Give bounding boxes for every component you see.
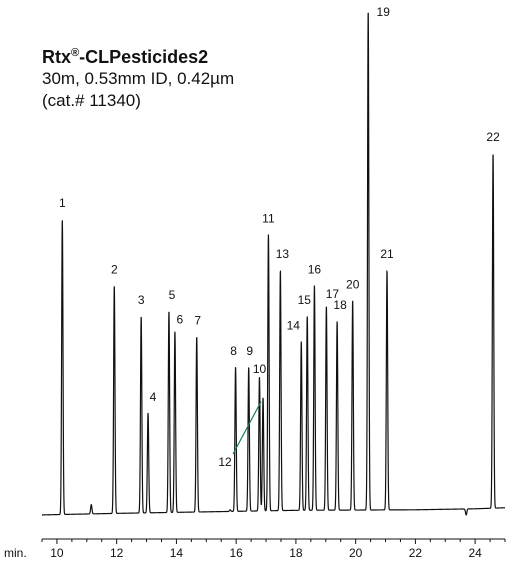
chromatogram-trace: [42, 12, 506, 516]
peak-label-19: 19: [377, 5, 391, 19]
peak-label-21: 21: [380, 247, 394, 261]
peak-12-leader-line: [232, 401, 262, 455]
peak-label-4: 4: [150, 390, 157, 404]
peak-label-7: 7: [194, 313, 201, 327]
column-name: Rtx®-CLPesticides2: [42, 42, 234, 68]
peak-label-6: 6: [177, 312, 184, 326]
x-tick-label: 18: [289, 546, 303, 560]
peak-label-1: 1: [59, 196, 66, 210]
trace-layer: [42, 12, 506, 516]
column-product-name: -CLPesticides2: [79, 47, 209, 67]
x-axis-label: min.: [4, 546, 27, 560]
peak-label-14: 14: [287, 319, 301, 333]
peak-label-2: 2: [111, 262, 118, 276]
peak-label-5: 5: [169, 288, 176, 302]
chart-title: Rtx®-CLPesticides2 30m, 0.53mm ID, 0.42µ…: [42, 42, 234, 112]
brand-text: Rtx: [42, 47, 72, 67]
registered-mark: ®: [71, 47, 80, 59]
peak-label-10: 10: [253, 362, 267, 376]
x-tick-label: 24: [468, 546, 482, 560]
peak-label-11: 11: [262, 211, 275, 225]
peak-label-8: 8: [230, 344, 237, 358]
peak-label-9: 9: [246, 344, 253, 358]
x-tick-label: 10: [50, 546, 64, 560]
peak-label-17: 17: [326, 287, 340, 301]
peak-label-13: 13: [276, 247, 290, 261]
x-tick-label: 16: [229, 546, 243, 560]
catalog-number: (cat.# 11340): [42, 91, 141, 110]
x-tick-label: 20: [349, 546, 363, 560]
x-tick-label: 12: [110, 546, 124, 560]
column-dimensions: 30m, 0.53mm ID, 0.42µm: [42, 69, 235, 88]
peak-label-22: 22: [486, 130, 500, 144]
peak-label-12: 12: [218, 455, 232, 469]
x-tick-label: 22: [409, 546, 423, 560]
peak-label-16: 16: [308, 262, 322, 276]
peak-label-18: 18: [333, 298, 347, 312]
x-tick-label: 14: [170, 546, 184, 560]
x-axis: 10 12 14 16 18 20 22 24 min.: [4, 538, 506, 560]
peak-label-15: 15: [298, 293, 312, 307]
peak-label-3: 3: [138, 293, 145, 307]
peak-label-20: 20: [346, 278, 360, 292]
